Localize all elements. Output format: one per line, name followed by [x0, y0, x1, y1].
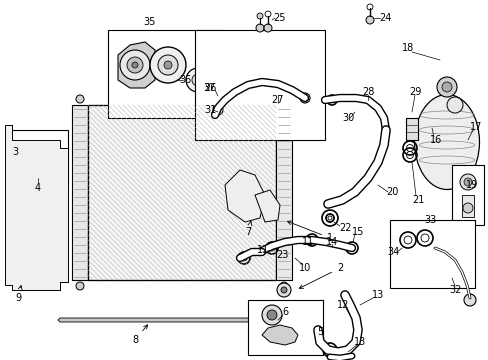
Text: 5: 5	[316, 327, 323, 337]
Circle shape	[132, 62, 138, 68]
Circle shape	[14, 186, 42, 214]
Circle shape	[257, 13, 263, 19]
Text: 37: 37	[203, 83, 216, 93]
Circle shape	[262, 305, 282, 325]
Circle shape	[436, 77, 456, 97]
Circle shape	[463, 294, 475, 306]
Bar	[195, 30, 325, 140]
Circle shape	[264, 24, 271, 32]
Text: 3: 3	[12, 147, 18, 157]
Bar	[405, 118, 417, 140]
Text: 27: 27	[271, 95, 284, 105]
Circle shape	[150, 47, 185, 83]
Text: 13: 13	[353, 337, 366, 347]
Circle shape	[446, 97, 462, 113]
Text: 10: 10	[298, 263, 310, 273]
Text: 8: 8	[132, 325, 147, 345]
Bar	[88, 105, 275, 280]
Text: 28: 28	[361, 87, 373, 97]
Text: 25: 25	[273, 13, 285, 23]
Bar	[247, 300, 323, 355]
Bar	[14, 155, 44, 177]
Circle shape	[281, 287, 286, 293]
Polygon shape	[5, 125, 68, 290]
Ellipse shape	[414, 94, 479, 189]
Circle shape	[158, 55, 178, 75]
Text: 32: 32	[448, 285, 460, 295]
Text: 11: 11	[301, 237, 313, 247]
Bar	[461, 195, 473, 217]
Text: 33: 33	[423, 215, 435, 225]
Circle shape	[192, 74, 203, 86]
Text: 19: 19	[465, 180, 477, 190]
Polygon shape	[224, 170, 264, 222]
Text: 24: 24	[378, 13, 390, 23]
Polygon shape	[262, 325, 297, 345]
Text: 23: 23	[275, 250, 287, 260]
Circle shape	[36, 170, 40, 174]
Circle shape	[163, 61, 172, 69]
Bar	[108, 30, 223, 118]
Bar	[275, 105, 291, 280]
Circle shape	[276, 283, 290, 297]
Text: 13: 13	[371, 290, 384, 300]
Text: 16: 16	[429, 135, 441, 145]
Circle shape	[256, 24, 264, 32]
Circle shape	[299, 93, 309, 103]
Text: 7: 7	[244, 221, 251, 237]
Circle shape	[20, 232, 36, 248]
Circle shape	[213, 105, 223, 115]
Circle shape	[365, 16, 373, 24]
Text: 11: 11	[256, 245, 268, 255]
Polygon shape	[58, 318, 251, 322]
Text: 15: 15	[351, 227, 364, 237]
Bar	[8, 130, 68, 185]
Circle shape	[76, 95, 84, 103]
Text: 20: 20	[385, 187, 397, 197]
Circle shape	[266, 310, 276, 320]
Text: 17: 17	[469, 122, 481, 132]
Circle shape	[120, 50, 150, 80]
Text: 12: 12	[336, 300, 348, 310]
Bar	[389, 220, 474, 288]
Circle shape	[185, 68, 209, 92]
Circle shape	[462, 203, 472, 213]
Circle shape	[441, 82, 451, 92]
Circle shape	[33, 167, 43, 177]
Polygon shape	[254, 190, 280, 222]
Text: 29: 29	[408, 87, 420, 97]
Text: 22: 22	[338, 223, 350, 233]
Text: 30: 30	[341, 113, 353, 123]
Text: 31: 31	[203, 105, 216, 115]
Circle shape	[459, 174, 475, 190]
Text: 4: 4	[35, 183, 41, 193]
Polygon shape	[118, 42, 155, 88]
Text: 14: 14	[325, 237, 337, 247]
Text: 34: 34	[386, 247, 398, 257]
Circle shape	[76, 282, 84, 290]
Circle shape	[280, 282, 287, 290]
Text: 18: 18	[401, 43, 413, 53]
Circle shape	[127, 57, 142, 73]
Polygon shape	[20, 145, 50, 175]
Circle shape	[23, 257, 33, 267]
Text: 6: 6	[282, 307, 287, 317]
Text: 2: 2	[299, 263, 343, 288]
Text: 1: 1	[287, 221, 332, 243]
Text: 36: 36	[179, 75, 191, 85]
Text: 9: 9	[15, 285, 22, 303]
Circle shape	[280, 95, 287, 103]
Circle shape	[463, 178, 471, 186]
Text: 26: 26	[203, 83, 216, 93]
Bar	[451, 165, 483, 225]
Bar	[88, 105, 275, 280]
Bar	[72, 105, 88, 280]
Text: 35: 35	[143, 17, 156, 27]
Text: 21: 21	[411, 195, 423, 205]
Bar	[52, 270, 60, 288]
